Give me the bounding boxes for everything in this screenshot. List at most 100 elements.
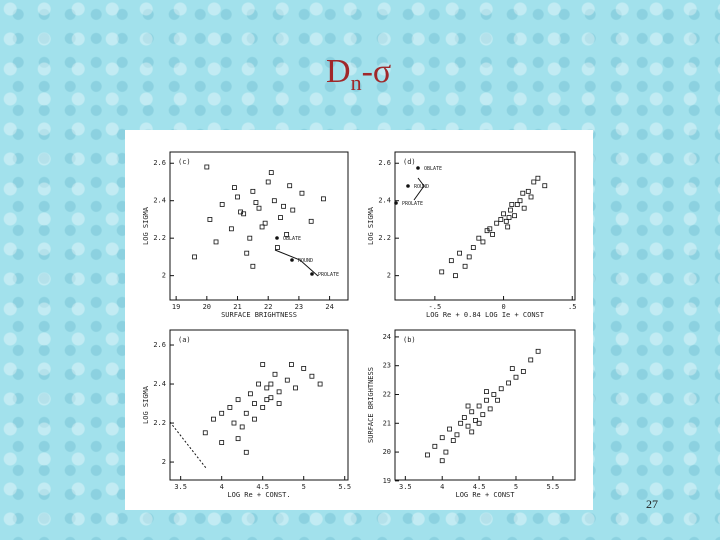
x-tick-label: 5.5 bbox=[547, 483, 560, 491]
data-point bbox=[528, 194, 534, 200]
data-point bbox=[309, 373, 315, 379]
data-point bbox=[439, 269, 445, 275]
data-point bbox=[238, 209, 243, 215]
x-tick-label: 3.5 bbox=[174, 483, 187, 491]
y-tick-label: 2.2 bbox=[153, 419, 166, 427]
x-tick-label: 5 bbox=[302, 483, 306, 491]
x-tick-label: 3.5 bbox=[399, 483, 412, 491]
data-point bbox=[498, 217, 504, 222]
y-tick-label: 2.4 bbox=[378, 197, 391, 205]
y-tick-label: 2.6 bbox=[153, 159, 166, 167]
data-point bbox=[491, 392, 497, 397]
track-point bbox=[290, 258, 294, 262]
track-point bbox=[394, 201, 398, 205]
plot-frame bbox=[394, 329, 576, 481]
data-point bbox=[244, 250, 250, 256]
data-point bbox=[443, 449, 449, 455]
x-tick-label: 4 bbox=[220, 483, 224, 491]
data-point bbox=[465, 423, 471, 429]
figure-panel bbox=[125, 130, 593, 510]
y-tick-label: 2.4 bbox=[153, 380, 166, 388]
data-point bbox=[228, 226, 234, 232]
data-point bbox=[247, 391, 253, 397]
data-point bbox=[517, 198, 523, 204]
data-point bbox=[284, 232, 290, 237]
x-axis-label: LOG Re + CONST. bbox=[227, 491, 290, 499]
x-tick-label: 19 bbox=[172, 303, 180, 311]
data-point bbox=[461, 415, 467, 420]
data-point bbox=[268, 170, 274, 176]
data-point bbox=[227, 405, 233, 410]
data-point bbox=[466, 254, 472, 260]
y-tick-label: 22 bbox=[383, 390, 391, 398]
data-point bbox=[213, 239, 219, 245]
y-tick-label: 2.2 bbox=[153, 234, 166, 242]
y-tick-label: 21 bbox=[383, 419, 391, 427]
data-point bbox=[535, 175, 541, 181]
data-point bbox=[521, 205, 527, 211]
annotation: PROLATE bbox=[318, 272, 339, 278]
y-axis-label: LOG SIGMA bbox=[142, 206, 150, 245]
data-point bbox=[259, 224, 265, 230]
data-point bbox=[469, 429, 475, 435]
x-axis-label: LOG Re + 0.84 LOG Ie + CONST bbox=[426, 311, 545, 319]
data-point bbox=[525, 188, 531, 194]
data-point bbox=[520, 369, 526, 374]
data-point bbox=[253, 200, 259, 205]
data-point bbox=[453, 273, 458, 279]
y-axis-label: LOG SIGMA bbox=[142, 385, 150, 424]
data-point bbox=[284, 377, 290, 383]
data-point bbox=[462, 263, 468, 269]
model-track bbox=[413, 177, 425, 201]
y-tick-label: 23 bbox=[383, 362, 391, 370]
data-point bbox=[235, 194, 240, 200]
x-tick-label: 4 bbox=[440, 483, 444, 491]
plot-frame bbox=[169, 151, 349, 301]
data-point bbox=[514, 202, 520, 207]
data-point bbox=[480, 239, 486, 245]
data-point bbox=[278, 215, 283, 220]
data-point bbox=[250, 188, 256, 194]
model-track bbox=[274, 249, 319, 277]
y-tick-label: 2.6 bbox=[378, 159, 391, 167]
y-axis-label: LOG SIGMA bbox=[367, 206, 375, 245]
data-point bbox=[470, 245, 476, 250]
data-point bbox=[207, 217, 213, 222]
data-point bbox=[308, 218, 314, 224]
data-point bbox=[457, 250, 462, 256]
data-point bbox=[301, 366, 307, 371]
data-point bbox=[513, 374, 519, 380]
plot-frame bbox=[394, 151, 576, 301]
data-point bbox=[272, 371, 278, 377]
data-point bbox=[256, 205, 262, 211]
data-point bbox=[505, 224, 511, 230]
y-tick-label: 2 bbox=[162, 458, 166, 466]
data-point bbox=[425, 452, 430, 458]
data-point bbox=[275, 245, 280, 250]
data-point bbox=[512, 213, 517, 219]
data-point bbox=[473, 418, 478, 423]
data-point bbox=[501, 211, 506, 217]
slide-title: Dn-σ bbox=[326, 53, 391, 95]
data-point bbox=[260, 362, 266, 367]
title-subscript: n bbox=[351, 70, 362, 95]
data-point bbox=[480, 412, 486, 418]
x-axis-label: LOG Re + CONST bbox=[455, 491, 515, 499]
title-suffix: -σ bbox=[362, 53, 392, 90]
annotation: ROUND bbox=[298, 258, 313, 264]
data-point bbox=[264, 385, 270, 391]
x-tick-label: 5 bbox=[514, 483, 518, 491]
data-point bbox=[503, 218, 509, 224]
x-tick-label: 21 bbox=[233, 303, 241, 311]
data-point bbox=[498, 386, 504, 392]
data-point bbox=[458, 420, 464, 426]
data-point bbox=[520, 190, 526, 196]
x-axis-label: SURFACE BRIGHTNESS bbox=[221, 311, 297, 319]
data-point bbox=[476, 235, 482, 241]
data-point bbox=[432, 443, 438, 449]
data-point bbox=[509, 366, 515, 371]
data-point bbox=[321, 196, 326, 202]
annotation: OBLATE bbox=[424, 166, 442, 172]
